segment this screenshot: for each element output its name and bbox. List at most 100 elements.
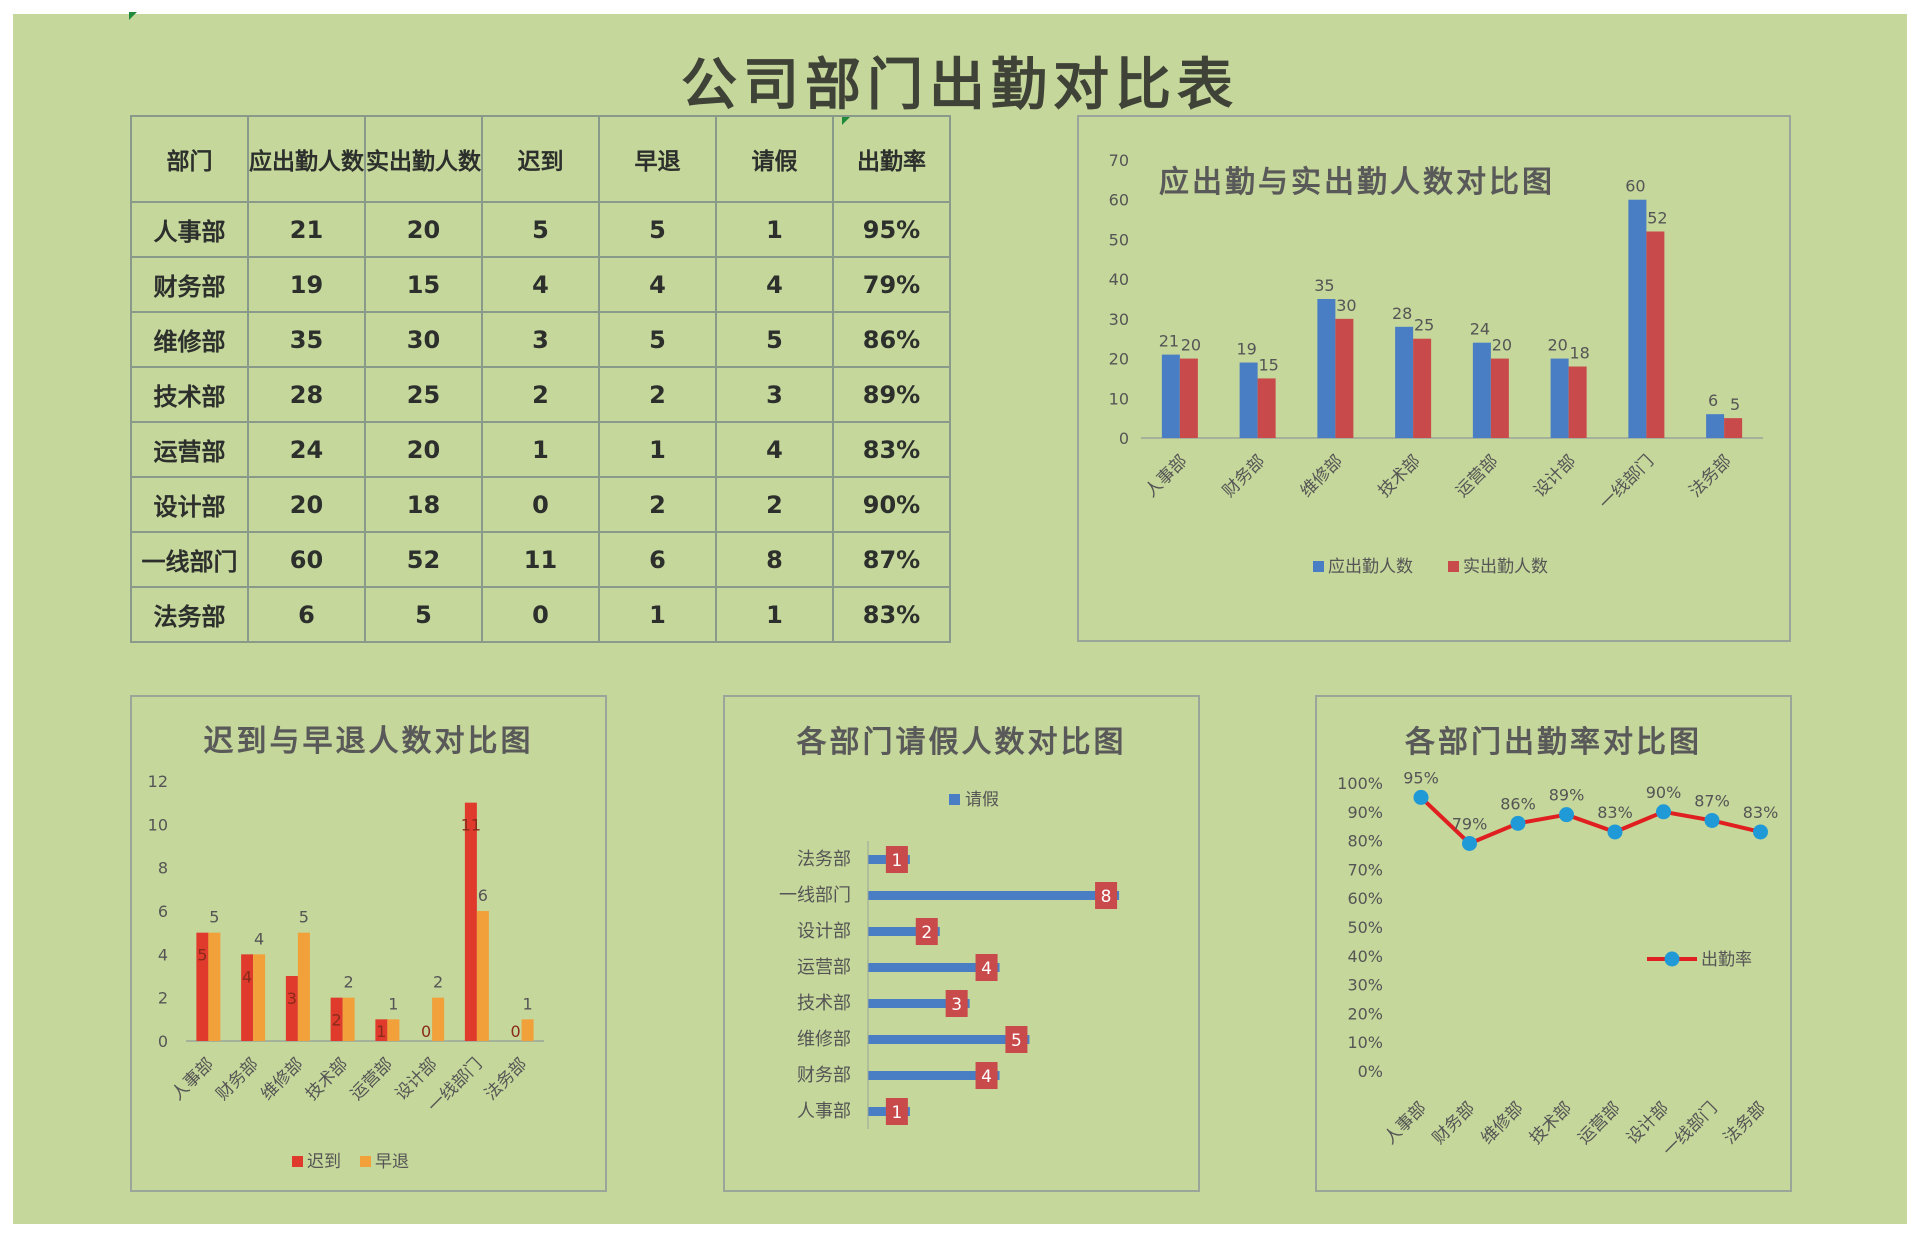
value-cell[interactable]: 20 (247, 476, 366, 533)
table-row: 维修部 35 30 3 5 5 86% (130, 311, 951, 368)
value-cell[interactable]: 3 (715, 366, 834, 423)
data-point (1607, 824, 1623, 840)
value-cell[interactable]: 20 (364, 201, 483, 258)
data-label: 21 (1159, 332, 1179, 351)
x-tick-label: 设计部 (1530, 451, 1580, 501)
x-tick-label: 运营部 (1574, 1098, 1624, 1148)
column-header: 早退 (598, 115, 717, 203)
value-cell[interactable]: 5 (715, 311, 834, 368)
dept-cell[interactable]: 运营部 (130, 421, 249, 478)
dept-cell[interactable]: 法务部 (130, 586, 249, 643)
value-cell[interactable]: 4 (715, 421, 834, 478)
table-header-row: 部门 应出勤人数 实出勤人数 迟到 早退 请假 出勤率 (130, 115, 951, 203)
data-label: 2 (921, 923, 932, 943)
bar (1568, 366, 1587, 438)
y-tick-label: 40% (1347, 947, 1383, 966)
value-cell[interactable]: 18 (364, 476, 483, 533)
bar (342, 997, 355, 1041)
value-cell[interactable]: 90% (832, 476, 951, 533)
value-cell[interactable]: 5 (598, 201, 717, 258)
chart-late-vs-early[interactable]: 迟到与早退人数对比图 0 2 4 6 8 10 12 5 5 人事部 4 4 财务部 3 5 维修部 2 2 技术部… (130, 695, 607, 1192)
value-cell[interactable]: 89% (832, 366, 951, 423)
value-cell[interactable]: 1 (598, 586, 717, 643)
value-cell[interactable]: 79% (832, 256, 951, 313)
value-cell[interactable]: 15 (364, 256, 483, 313)
table-row: 法务部 6 5 0 1 1 83% (130, 586, 951, 643)
dept-cell[interactable]: 技术部 (130, 366, 249, 423)
value-cell[interactable]: 1 (598, 421, 717, 478)
value-cell[interactable]: 1 (715, 586, 834, 643)
y-tick-label: 2 (158, 989, 168, 1008)
data-label-box (885, 1098, 908, 1125)
data-label: 2 (332, 1011, 342, 1030)
legend-label: 出勤率 (1701, 950, 1752, 970)
value-cell[interactable]: 1 (481, 421, 600, 478)
value-cell[interactable]: 95% (832, 201, 951, 258)
dept-cell[interactable]: 维修部 (130, 311, 249, 368)
y-tick-label: 70 (1109, 151, 1129, 170)
value-cell[interactable]: 0 (481, 476, 600, 533)
y-tick-label: 人事部 (797, 1101, 851, 1122)
value-cell[interactable]: 60 (247, 531, 366, 588)
value-cell[interactable]: 19 (247, 256, 366, 313)
value-cell[interactable]: 25 (364, 366, 483, 423)
value-cell[interactable]: 3 (481, 311, 600, 368)
bar (1395, 326, 1414, 438)
value-cell[interactable]: 2 (481, 366, 600, 423)
value-cell[interactable]: 87% (832, 531, 951, 588)
value-cell[interactable]: 8 (715, 531, 834, 588)
value-cell[interactable]: 4 (715, 256, 834, 313)
value-cell[interactable]: 30 (364, 311, 483, 368)
value-cell[interactable]: 5 (364, 586, 483, 643)
value-cell[interactable]: 5 (481, 201, 600, 258)
value-cell[interactable]: 2 (715, 476, 834, 533)
data-label: 1 (376, 1022, 386, 1041)
chart-leave[interactable]: 各部门请假人数对比图 请假 法务部 1 一线部门 8 设计部 2 运营部 4 技术部 3 维修部 5 财务… (723, 695, 1200, 1192)
value-cell[interactable]: 52 (364, 531, 483, 588)
value-cell[interactable]: 2 (598, 366, 717, 423)
dept-cell[interactable]: 人事部 (130, 201, 249, 258)
cell-marker-icon (842, 117, 850, 125)
value-cell[interactable]: 83% (832, 421, 951, 478)
y-tick-label: 60 (1109, 191, 1129, 210)
value-cell[interactable]: 86% (832, 311, 951, 368)
value-cell[interactable]: 0 (481, 586, 600, 643)
x-tick-label: 人事部 (1380, 1098, 1430, 1148)
data-label: 4 (254, 929, 264, 948)
value-cell[interactable]: 28 (247, 366, 366, 423)
dept-cell[interactable]: 财务部 (130, 256, 249, 313)
dept-cell[interactable]: 设计部 (130, 476, 249, 533)
value-cell[interactable]: 5 (598, 311, 717, 368)
value-cell[interactable]: 24 (247, 421, 366, 478)
chart-planned-vs-actual[interactable]: 应出勤与实出勤人数对比图 0 10 20 30 40 50 60 70 21 20 人事部 19 15 财… (1077, 115, 1791, 642)
value-cell[interactable]: 11 (481, 531, 600, 588)
bar (1161, 354, 1180, 438)
value-cell[interactable]: 20 (364, 421, 483, 478)
data-label: 1 (891, 851, 902, 871)
bar (1490, 358, 1509, 438)
value-cell[interactable]: 4 (598, 256, 717, 313)
table-row: 一线部门 60 52 11 6 8 87% (130, 531, 951, 588)
cell-marker-icon (129, 12, 137, 20)
data-label: 15 (1258, 355, 1278, 374)
value-cell[interactable]: 1 (715, 201, 834, 258)
data-label: 87% (1694, 791, 1730, 810)
value-cell[interactable]: 2 (598, 476, 717, 533)
dept-cell[interactable]: 一线部门 (130, 531, 249, 588)
value-cell[interactable]: 6 (247, 586, 366, 643)
value-cell[interactable]: 4 (481, 256, 600, 313)
value-cell[interactable]: 6 (598, 531, 717, 588)
legend-label: 实出勤人数 (1463, 557, 1548, 577)
y-tick-label: 60% (1347, 889, 1383, 908)
chart-attendance-rate[interactable]: 各部门出勤率对比图 0% 10% 20% 30% 40% 50% 60% 70% 80% 90% 1… (1315, 695, 1792, 1192)
bar (868, 927, 940, 936)
y-tick-label: 设计部 (797, 921, 851, 942)
value-cell[interactable]: 35 (247, 311, 366, 368)
y-tick-label: 20% (1347, 1004, 1383, 1023)
data-label: 5 (209, 908, 219, 927)
value-cell[interactable]: 83% (832, 586, 951, 643)
value-cell[interactable]: 21 (247, 201, 366, 258)
x-tick-label: 维修部 (1297, 451, 1347, 501)
